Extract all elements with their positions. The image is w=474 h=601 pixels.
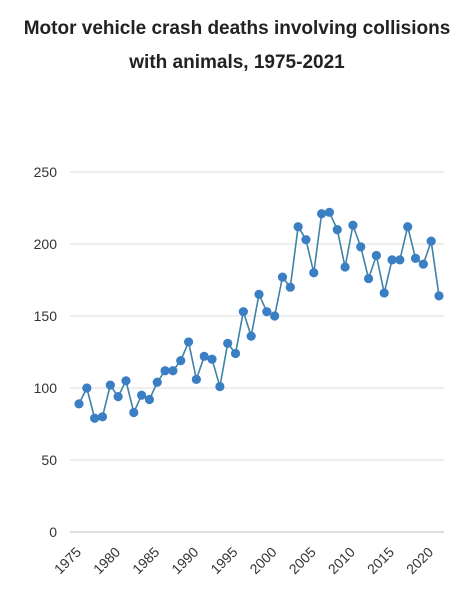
y-tick-label: 100 — [34, 380, 58, 396]
data-point-1985 — [152, 377, 162, 387]
data-point-1986 — [160, 366, 170, 376]
data-point-1978 — [97, 412, 108, 422]
data-point-1997 — [246, 331, 256, 341]
gridlines — [70, 171, 444, 533]
data-point-1996 — [238, 307, 248, 317]
data-point-2015 — [387, 255, 397, 265]
data-point-1979 — [105, 380, 115, 390]
data-point-1990 — [191, 374, 201, 384]
data-point-2000 — [270, 311, 280, 321]
data-point-2007 — [324, 207, 335, 217]
data-point-2020 — [426, 236, 436, 246]
x-tick-label: 1985 — [129, 544, 162, 577]
data-point-1987 — [168, 366, 178, 376]
data-point-1993 — [215, 381, 225, 392]
data-point-1992 — [207, 354, 217, 364]
x-tick-label: 2000 — [246, 544, 279, 577]
x-tick-label: 1995 — [207, 544, 240, 577]
chart-title-line-2: with animals, 1975-2021 — [129, 52, 345, 73]
data-point-2021 — [434, 291, 444, 301]
data-point-1999 — [262, 307, 272, 317]
data-point-1995 — [230, 348, 241, 359]
data-point-1984 — [144, 394, 155, 405]
data-point-1977 — [90, 413, 100, 423]
x-tick-label: 2015 — [364, 544, 397, 577]
y-axis-tick-labels: 0 50 100 150 200 250 — [34, 164, 58, 540]
y-tick-label: 0 — [49, 524, 57, 540]
data-point-1998 — [254, 289, 264, 299]
x-tick-label: 1980 — [90, 544, 123, 577]
series-line-group — [78, 211, 440, 420]
y-tick-label: 200 — [34, 236, 58, 252]
x-tick-label: 1990 — [168, 544, 201, 577]
data-point-2019 — [418, 259, 428, 269]
data-point-2008 — [332, 225, 342, 235]
data-point-1981 — [121, 376, 131, 386]
data-point-2010 — [348, 220, 358, 230]
data-point-2005 — [309, 268, 319, 278]
data-point-2013 — [371, 250, 381, 261]
data-point-2002 — [285, 282, 295, 292]
data-point-2018 — [410, 253, 421, 263]
data-point-1976 — [82, 383, 92, 393]
x-tick-label: 2010 — [325, 544, 358, 577]
data-point-2006 — [317, 209, 327, 219]
y-tick-label: 50 — [41, 452, 57, 468]
data-points — [74, 207, 444, 423]
x-tick-label: 2005 — [286, 544, 319, 577]
data-point-2014 — [379, 288, 389, 298]
x-tick-label: 1975 — [51, 544, 84, 577]
data-point-1994 — [223, 338, 233, 348]
data-point-1988 — [176, 356, 186, 366]
data-point-1989 — [183, 337, 194, 347]
chart-title: Motor vehicle crash deaths involving col… — [0, 12, 474, 80]
data-point-1975 — [74, 399, 84, 409]
data-point-2009 — [340, 262, 350, 272]
data-point-1980 — [113, 392, 123, 402]
data-point-2016 — [395, 255, 405, 265]
data-point-2004 — [301, 235, 311, 245]
data-point-2017 — [403, 222, 413, 232]
x-tick-label: 2020 — [403, 544, 436, 577]
data-point-1991 — [199, 351, 209, 361]
chart-title-line-1: Motor vehicle crash deaths involving col… — [23, 18, 451, 39]
data-point-2011 — [356, 242, 366, 252]
series-line — [78, 211, 440, 420]
data-point-2001 — [277, 272, 288, 282]
data-point-2012 — [363, 273, 374, 284]
data-point-1982 — [129, 407, 139, 418]
x-axis-tick-labels: 1975 1980 1985 1990 1995 2000 2005 2010 2015 2020 — [51, 544, 437, 577]
y-tick-label: 250 — [34, 164, 58, 180]
y-tick-label: 150 — [34, 308, 58, 324]
data-point-1983 — [137, 390, 147, 400]
data-point-2003 — [293, 222, 303, 232]
